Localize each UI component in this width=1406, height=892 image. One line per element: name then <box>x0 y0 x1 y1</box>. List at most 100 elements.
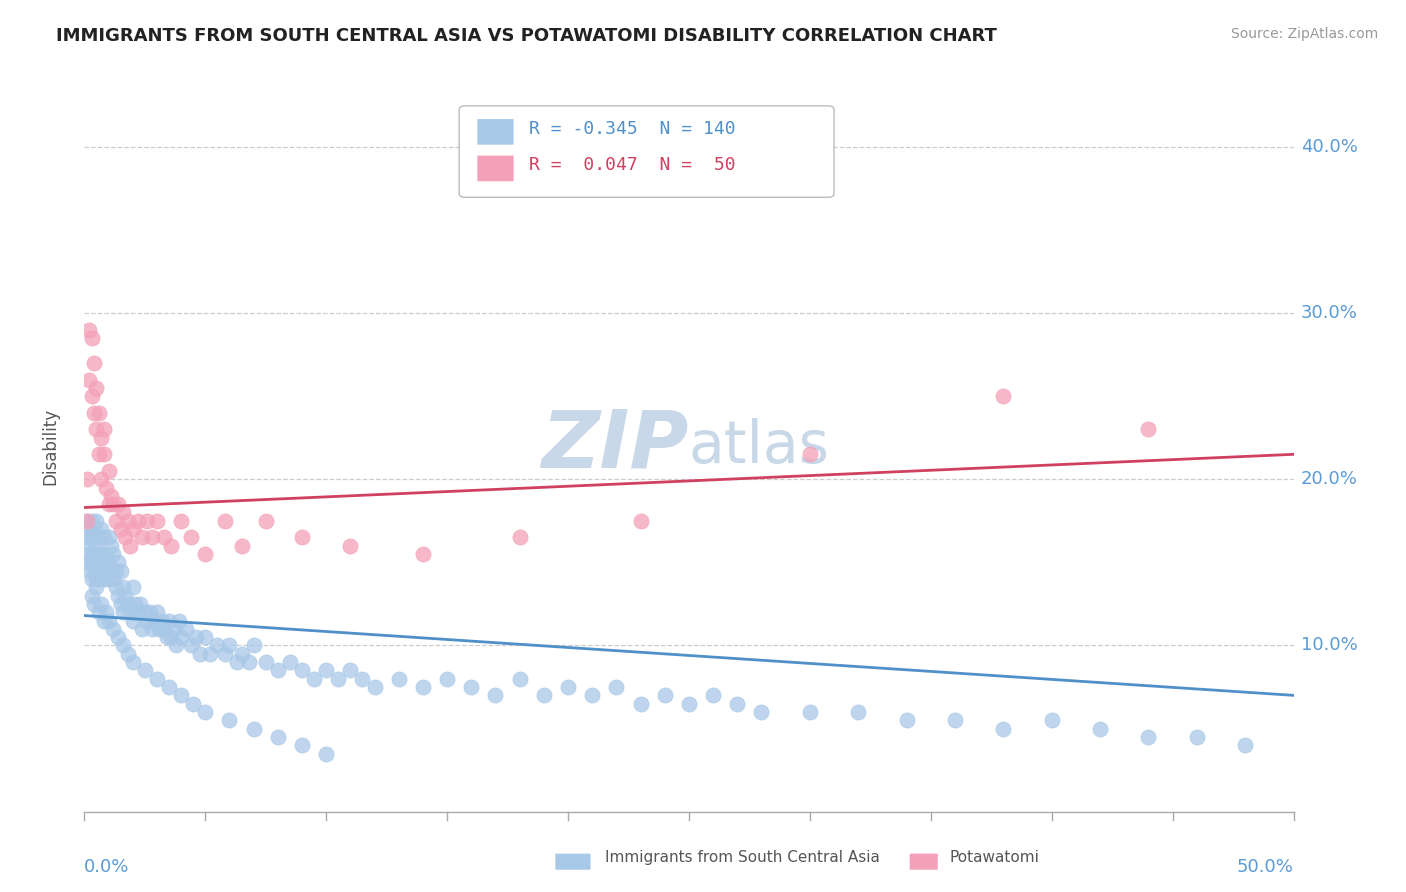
Point <box>134 605 156 619</box>
Point <box>170 514 193 528</box>
Point <box>100 489 122 503</box>
Point <box>138 605 160 619</box>
Point <box>198 647 221 661</box>
Text: 20.0%: 20.0% <box>1301 470 1358 488</box>
Point <box>87 605 110 619</box>
Point <box>328 672 350 686</box>
Point <box>93 555 115 569</box>
Point <box>117 647 139 661</box>
Text: 50.0%: 50.0% <box>1237 858 1294 876</box>
Point <box>136 614 159 628</box>
Point <box>93 447 115 461</box>
Point <box>103 547 125 561</box>
Point <box>231 647 253 661</box>
Point <box>267 730 290 744</box>
Point <box>218 714 240 728</box>
Point <box>136 514 159 528</box>
Point <box>76 514 98 528</box>
Point <box>97 530 120 544</box>
Point <box>167 614 190 628</box>
Point <box>146 605 169 619</box>
Point <box>141 622 163 636</box>
Point <box>80 572 103 586</box>
Point <box>121 522 143 536</box>
Point <box>678 697 700 711</box>
Point <box>112 580 135 594</box>
Text: Disability: Disability <box>42 408 59 484</box>
Point <box>112 639 135 653</box>
Point <box>993 389 1015 403</box>
Point <box>184 630 207 644</box>
Point <box>557 680 579 694</box>
Point <box>993 722 1015 736</box>
Point <box>207 639 229 653</box>
Text: ZIP: ZIP <box>541 407 689 485</box>
Point <box>363 680 385 694</box>
Point <box>93 614 115 628</box>
Point <box>121 655 143 669</box>
Point <box>76 555 98 569</box>
Point <box>278 655 301 669</box>
Point <box>146 672 169 686</box>
Point <box>94 547 117 561</box>
Point <box>170 689 193 703</box>
Point <box>799 705 821 719</box>
Point <box>107 589 129 603</box>
Point <box>153 622 176 636</box>
Point <box>80 514 103 528</box>
Point <box>83 522 105 536</box>
Point <box>86 572 108 586</box>
Point <box>302 672 325 686</box>
Point <box>143 614 166 628</box>
Point <box>751 705 773 719</box>
Point <box>1040 714 1063 728</box>
Point <box>90 522 112 536</box>
Point <box>460 680 482 694</box>
Text: 30.0%: 30.0% <box>1301 304 1358 322</box>
Text: Immigrants from South Central Asia: Immigrants from South Central Asia <box>605 850 880 865</box>
Point <box>846 705 869 719</box>
Text: atlas: atlas <box>689 417 830 475</box>
Point <box>153 530 176 544</box>
Point <box>388 672 411 686</box>
Point <box>194 547 217 561</box>
Point <box>104 580 127 594</box>
Point <box>127 514 149 528</box>
Point <box>484 689 506 703</box>
Point <box>315 747 337 761</box>
Point <box>267 664 290 678</box>
Text: Source: ZipAtlas.com: Source: ZipAtlas.com <box>1230 27 1378 41</box>
Point <box>100 539 122 553</box>
Point <box>180 639 202 653</box>
Point <box>77 372 100 386</box>
Point <box>97 555 120 569</box>
Text: 10.0%: 10.0% <box>1301 637 1358 655</box>
Point <box>80 331 103 345</box>
Point <box>83 547 105 561</box>
Point <box>77 564 100 578</box>
Point <box>83 597 105 611</box>
Point <box>254 514 277 528</box>
Point <box>509 530 531 544</box>
Point <box>148 622 170 636</box>
Point <box>76 530 98 544</box>
Point <box>124 597 146 611</box>
Point <box>799 447 821 461</box>
Point <box>104 564 127 578</box>
Point <box>112 506 135 520</box>
Point <box>943 714 966 728</box>
Point <box>141 530 163 544</box>
Point <box>107 630 129 644</box>
Point <box>165 639 187 653</box>
Point <box>180 530 202 544</box>
Point <box>94 605 117 619</box>
Point <box>76 514 98 528</box>
Point <box>436 672 458 686</box>
Point <box>94 564 117 578</box>
Point <box>1137 730 1160 744</box>
Point <box>120 539 142 553</box>
Text: Potawatomi: Potawatomi <box>949 850 1039 865</box>
Point <box>107 497 129 511</box>
Point <box>654 689 676 703</box>
Point <box>97 572 120 586</box>
